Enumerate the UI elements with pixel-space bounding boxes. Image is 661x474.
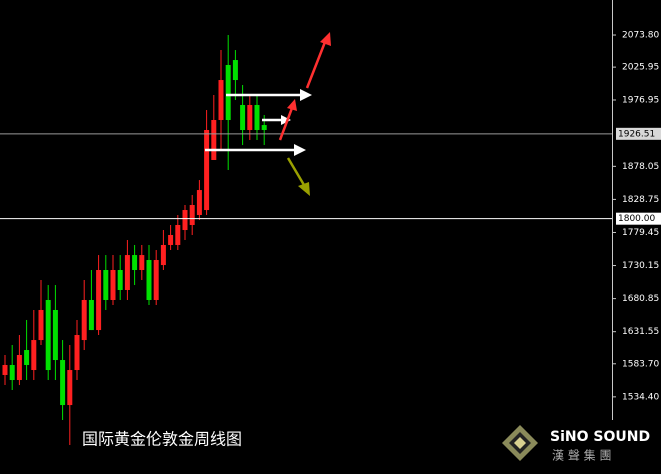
candle-body (31, 340, 37, 371)
candle-body (218, 80, 224, 121)
candle-body (247, 104, 253, 131)
candle-body (16, 354, 22, 381)
y-tick-label: 1730.15 (622, 261, 659, 271)
candle-body (74, 335, 80, 371)
logo: SiNO SOUND 漢 聲 集 團 (500, 420, 661, 474)
candle-body (124, 255, 130, 290)
candle-body (52, 309, 58, 361)
y-tick-label: 2073.80 (622, 31, 659, 41)
candle-body (196, 190, 202, 215)
logo-subtitle: 漢 聲 集 團 (552, 448, 611, 463)
y-tick-label: 1828.75 (622, 195, 659, 205)
candle-body (88, 299, 94, 331)
y-tick-label: 1680.85 (622, 294, 659, 304)
y-tick-label: 1631.55 (622, 327, 659, 337)
candle-body (139, 255, 145, 271)
candle-body (132, 255, 138, 271)
price-label: 1800.00 (618, 214, 655, 224)
candle-body (96, 270, 102, 331)
y-tick-label: 1976.95 (622, 95, 659, 105)
candle-body (254, 104, 260, 131)
candle-body (225, 65, 231, 121)
candle-body (117, 270, 123, 290)
candle-body (204, 130, 210, 211)
candle-body (2, 364, 8, 375)
candle-body (175, 224, 181, 245)
candle-body (103, 270, 109, 300)
price-label: 1926.51 (618, 129, 655, 139)
y-tick-label: 1878.05 (622, 162, 659, 172)
logo-name: SiNO SOUND (550, 429, 650, 445)
candle-body (45, 299, 51, 371)
candle-body (110, 270, 116, 300)
candle-body (189, 205, 195, 225)
price-label-box (616, 212, 661, 225)
candle-body (261, 125, 267, 131)
candle-body (146, 260, 152, 300)
y-tick-label: 1779.45 (622, 228, 659, 238)
candle-body (232, 60, 238, 81)
candle-body (24, 350, 30, 365)
y-tick-label: 2025.95 (622, 63, 659, 73)
candle-body (38, 309, 44, 341)
candle-body (168, 234, 174, 245)
candle-body (81, 299, 87, 341)
candle-body (182, 210, 188, 231)
candle-body (67, 370, 73, 406)
price-label-box (616, 127, 661, 140)
candle-body (60, 360, 66, 406)
candle-body (160, 244, 166, 266)
y-tick-label: 1583.70 (622, 359, 659, 369)
candle-body (153, 260, 159, 300)
y-tick-label: 1534.40 (622, 392, 659, 402)
candle-body (9, 364, 15, 381)
candle-body (240, 104, 246, 131)
annotation-arrows (205, 32, 331, 196)
candle-body (211, 120, 217, 160)
chart-title: 国际黄金伦敦金周线图 (82, 430, 242, 449)
plot-area (2, 35, 267, 446)
